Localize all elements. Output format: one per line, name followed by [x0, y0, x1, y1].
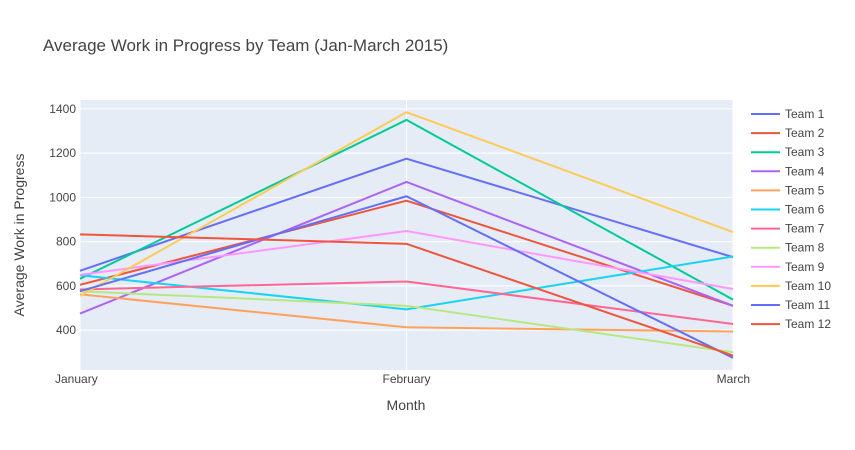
legend-item[interactable]: Team 10 — [751, 279, 831, 293]
legend-item[interactable]: Team 7 — [751, 222, 825, 236]
y-tick-label: 800 — [56, 235, 76, 249]
chart-title: Average Work in Progress by Team (Jan-Ma… — [43, 36, 448, 55]
y-tick-label: 1000 — [49, 190, 76, 204]
y-tick-label: 1400 — [49, 102, 76, 116]
legend-label: Team 1 — [785, 107, 825, 121]
y-tick-label: 400 — [56, 323, 76, 337]
series-line-team-2 — [79, 199, 734, 307]
legend-item[interactable]: Team 2 — [751, 126, 825, 140]
legend-item[interactable]: Team 9 — [751, 260, 825, 274]
legend-label: Team 12 — [785, 317, 831, 331]
legend-item[interactable]: Team 5 — [751, 183, 825, 197]
legend-label: Team 7 — [785, 222, 825, 236]
series-line-team-11 — [79, 195, 734, 359]
y-axis-title: Average Work in Progress — [11, 154, 27, 317]
legend-label: Team 11 — [785, 298, 830, 312]
legend-item[interactable]: Team 1 — [751, 107, 825, 121]
series-line-team-8 — [79, 290, 734, 354]
legend-label: Team 8 — [785, 241, 825, 255]
x-axis-title: Month — [387, 397, 426, 413]
series-line-team-4 — [79, 180, 734, 315]
y-tick-labels: 400 600 800 1000 1200 1400 — [49, 102, 76, 337]
y-tick-label: 600 — [56, 279, 76, 293]
legend: Team 1 Team 2 Team 3 Team 4 Team 5 Team 6 Team… — [751, 107, 831, 331]
legend-label: Team 3 — [785, 145, 825, 159]
legend-label: Team 4 — [785, 164, 825, 178]
series-line-team-12 — [79, 233, 734, 357]
legend-label: Team 10 — [785, 279, 831, 293]
series-lines — [79, 111, 734, 359]
x-tick-label: March — [717, 372, 750, 386]
series-line-team-3 — [79, 118, 734, 301]
legend-item[interactable]: Team 12 — [751, 317, 831, 331]
legend-item[interactable]: Team 3 — [751, 145, 825, 159]
series-line-team-10 — [79, 111, 734, 297]
legend-item[interactable]: Team 8 — [751, 241, 825, 255]
x-tick-labels: January February March — [55, 372, 750, 386]
y-tick-label: 1200 — [49, 146, 76, 160]
legend-label: Team 6 — [785, 203, 825, 217]
x-tick-label: February — [382, 372, 430, 386]
legend-item[interactable]: Team 11 — [751, 298, 830, 312]
legend-item[interactable]: Team 4 — [751, 164, 825, 178]
legend-label: Team 9 — [785, 260, 825, 274]
series-line-team-5 — [79, 293, 734, 333]
series-line-team-7 — [79, 280, 734, 325]
x-tick-label: January — [55, 372, 98, 386]
series-line-team-1 — [79, 157, 734, 272]
legend-label: Team 2 — [785, 126, 825, 140]
legend-label: Team 5 — [785, 183, 825, 197]
legend-item[interactable]: Team 6 — [751, 203, 825, 217]
